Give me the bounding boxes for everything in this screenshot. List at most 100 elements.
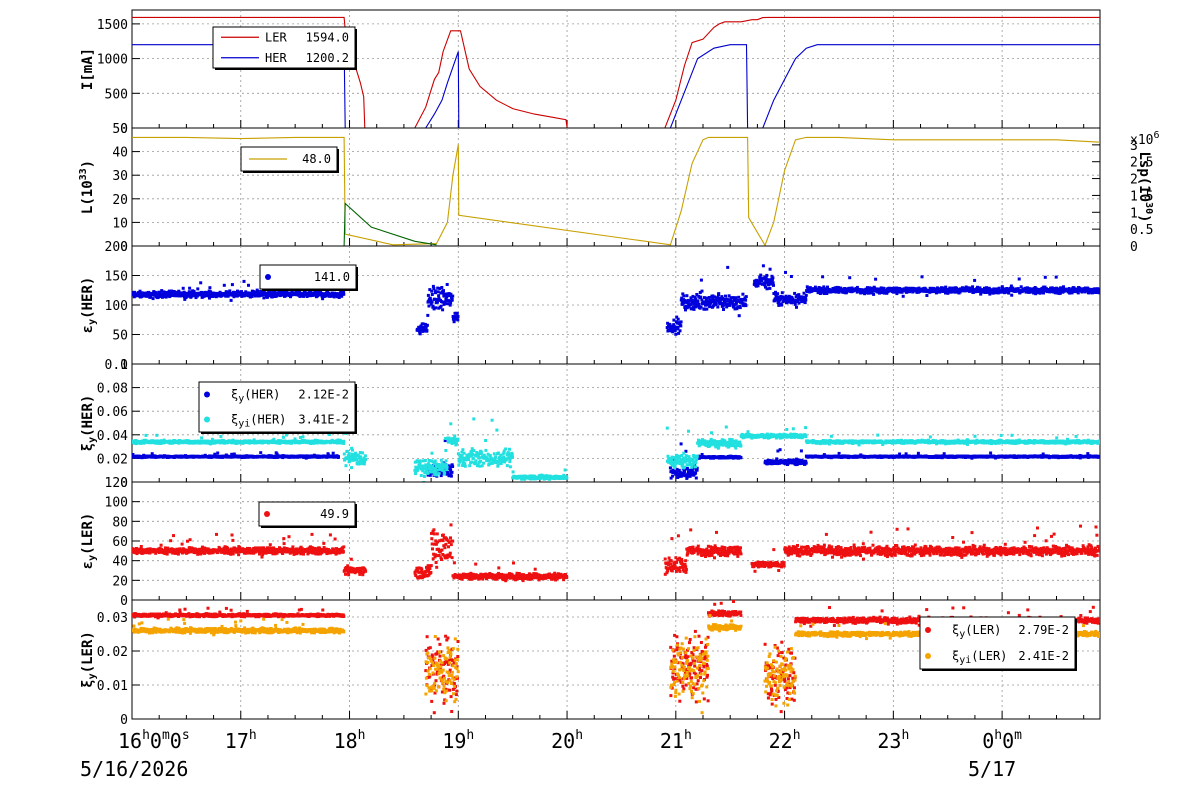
data-point [431,284,435,288]
data-point [216,451,220,455]
data-point [709,301,712,305]
data-point [362,456,366,460]
data-point [722,308,725,311]
data-point [448,465,452,469]
data-point [679,298,683,302]
data-point [728,303,732,307]
y-tick-label: 0 [120,358,128,373]
data-point [413,460,417,464]
data-point [1033,289,1037,293]
data-point [418,461,422,465]
data-point [673,329,677,333]
data-point [428,288,432,292]
data-point [688,468,692,472]
data-point [453,434,457,438]
data-point [222,283,226,287]
data-point [960,286,964,290]
data-point [138,289,142,293]
y-tick-label: 10 [112,216,128,231]
data-point [429,467,433,471]
data-point [695,293,699,296]
data-point [428,464,432,468]
data-point [424,325,428,329]
data-point [795,293,799,297]
data-point [133,291,137,295]
data-point [202,294,206,298]
data-point [720,295,724,299]
data-point [437,294,441,298]
data-point [873,286,877,290]
data-point [680,296,684,300]
data-layer [132,264,1100,336]
data-point [195,294,199,298]
series-line-series-0 [132,136,1100,246]
data-point [775,295,779,299]
data-point [337,455,340,459]
data-point [426,467,430,471]
data-point [761,264,765,268]
data-point [1009,284,1013,288]
data-point [734,302,738,306]
data-point [442,289,445,293]
data-point [433,459,437,463]
data-point [189,290,193,294]
y2-tick-label: 2.5 [1130,156,1153,171]
data-point [755,278,759,282]
data-point [427,462,431,466]
data-point [215,291,219,295]
data-point [744,298,748,302]
data-point [920,275,924,279]
data-point [1049,290,1053,294]
data-point [707,299,711,303]
data-point [326,290,330,293]
data-point [187,294,190,298]
data-point [181,286,185,290]
data-point [336,438,340,442]
data-point [165,291,168,294]
data-point [432,287,436,290]
data-point [229,298,233,302]
data-point [890,286,894,290]
data-point [354,451,357,455]
data-point [166,294,170,298]
y-tick-label: 0.02 [97,452,128,467]
data-point [414,472,417,476]
data-point [357,462,361,466]
data-point [691,300,694,304]
data-point [786,298,790,302]
data-point [796,299,800,303]
data-point [901,294,905,298]
data-point [425,323,429,327]
data-point [170,289,174,293]
data-point [1052,290,1055,294]
data-point [694,297,698,301]
data-point [793,291,797,295]
data-point [669,476,673,480]
data-point [432,466,435,470]
data-point [768,286,772,290]
data-point [450,463,454,467]
data-point [442,462,445,466]
data-point [795,462,799,466]
legend-label: LER [265,30,287,44]
data-point [731,296,735,300]
data-point [881,290,885,294]
data-point [967,286,971,290]
data-point [428,296,432,300]
y-tick-label: 0 [120,476,128,491]
data-point [429,298,433,302]
data-point [439,304,443,308]
data-point [433,297,437,301]
data-point [162,438,166,442]
data-point [1041,452,1045,456]
data-point [708,305,712,309]
data-point [438,466,442,470]
data-point [420,326,424,330]
data-point [771,281,775,285]
data-point [444,292,448,296]
data-point [435,468,439,472]
data-point [734,296,738,300]
data-point [864,287,868,291]
legend-swatch-marker [265,274,271,280]
